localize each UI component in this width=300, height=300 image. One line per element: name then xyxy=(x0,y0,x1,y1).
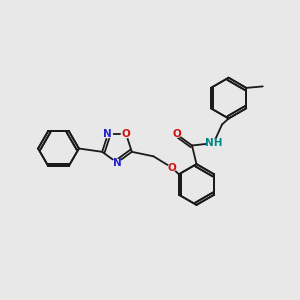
Text: NH: NH xyxy=(205,138,222,148)
Ellipse shape xyxy=(207,140,220,146)
Text: O: O xyxy=(122,129,130,140)
Text: O: O xyxy=(168,163,176,173)
Ellipse shape xyxy=(103,131,112,138)
Ellipse shape xyxy=(172,131,181,137)
Ellipse shape xyxy=(112,159,122,166)
Ellipse shape xyxy=(122,131,131,138)
Ellipse shape xyxy=(167,165,176,171)
Text: O: O xyxy=(172,129,181,139)
Text: N: N xyxy=(112,158,122,168)
Text: N: N xyxy=(103,129,112,140)
